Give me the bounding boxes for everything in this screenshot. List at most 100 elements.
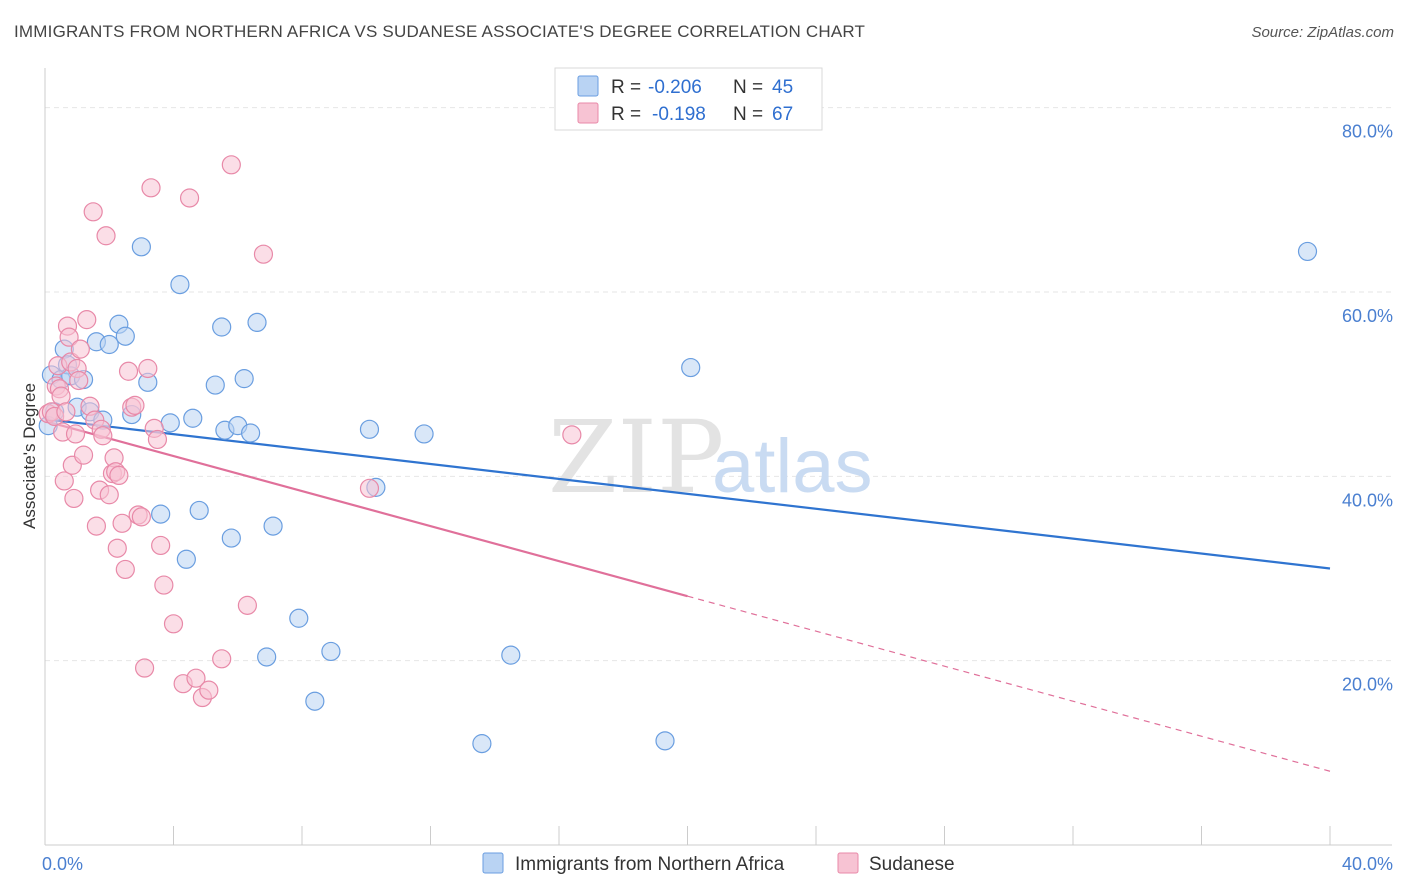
point-northern-africa-44: [1297, 241, 1318, 262]
point-northern-africa-30: [241, 423, 261, 443]
y-tick-label-1: 40.0%: [1342, 490, 1393, 510]
point-sudanese-56: [221, 155, 241, 175]
x-tick-labels: 0.0% 40.0%: [42, 854, 1393, 874]
watermark: ZIP atlas: [548, 399, 873, 516]
point-sudanese-19: [73, 445, 94, 465]
legend-n-value-blue: 45: [772, 77, 793, 98]
point-northern-africa-22: [183, 408, 203, 428]
point-sudanese-39: [125, 395, 145, 415]
point-northern-africa-42: [655, 731, 675, 751]
y-axis-label: Associate's Degree: [20, 383, 39, 529]
point-sudanese-55: [212, 649, 232, 669]
point-sudanese-11: [59, 327, 79, 347]
source-credit: Source: ZipAtlas.com: [1251, 24, 1394, 41]
point-sudanese-46: [147, 429, 168, 450]
point-northern-africa-24: [205, 375, 225, 395]
point-northern-africa-21: [176, 549, 196, 569]
point-northern-africa-25: [212, 317, 232, 337]
point-northern-africa-41: [501, 645, 521, 665]
legend-r-label-pink: R =: [611, 104, 641, 125]
chart-title: IMMIGRANTS FROM NORTHERN AFRICA VS SUDAN…: [14, 22, 866, 41]
point-sudanese-60: [562, 425, 582, 445]
point-northern-africa-34: [289, 608, 309, 628]
legend-r-label-blue: R =: [611, 77, 641, 98]
point-northern-africa-43: [681, 357, 701, 378]
point-northern-africa-16: [131, 237, 151, 257]
legend-bottom-swatch-pink: [837, 852, 859, 874]
legend-top-box: [554, 67, 823, 131]
point-northern-africa-32: [257, 647, 277, 667]
point-sudanese-52: [186, 668, 206, 688]
point-northern-africa-35: [305, 691, 325, 711]
x-tick-label-max: 40.0%: [1342, 854, 1393, 874]
point-northern-africa-40: [472, 734, 492, 754]
point-sudanese-42: [134, 658, 155, 678]
point-sudanese-14: [64, 488, 84, 509]
point-sudanese-15: [65, 424, 86, 444]
legend-swatch-blue: [577, 75, 599, 97]
axes: [44, 68, 1392, 846]
x-tick-label-min: 0.0%: [42, 854, 83, 874]
point-sudanese-41: [131, 507, 151, 527]
point-sudanese-17: [69, 370, 89, 391]
point-sudanese-51: [179, 188, 200, 208]
y-tick-labels: 20.0% 40.0% 60.0% 80.0%: [1342, 122, 1393, 695]
point-northern-africa-12: [99, 334, 119, 355]
point-northern-africa-14: [115, 326, 135, 346]
point-sudanese-8: [54, 471, 74, 491]
point-sudanese-18: [70, 339, 90, 359]
point-sudanese-24: [86, 516, 107, 536]
point-sudanese-36: [115, 559, 135, 580]
watermark-zip: ZIP: [548, 399, 724, 516]
point-northern-africa-39: [414, 424, 434, 444]
point-sudanese-22: [83, 202, 103, 222]
point-sudanese-27: [93, 426, 113, 446]
legend-n-label-pink: N =: [733, 104, 763, 125]
legend-r-value-blue: -0.206: [648, 77, 702, 98]
point-northern-africa-20: [170, 275, 190, 295]
point-sudanese-59: [359, 478, 380, 498]
trend-lines: [44, 418, 1331, 772]
legend-n-value-pink: 67: [772, 104, 793, 125]
point-northern-africa-37: [359, 419, 380, 439]
point-sudanese-47: [151, 535, 171, 556]
legend-r-value-pink: -0.198: [652, 104, 706, 125]
y-tick-label-3: 80.0%: [1342, 122, 1393, 142]
point-northern-africa-29: [234, 369, 254, 389]
point-sudanese-37: [118, 361, 139, 381]
y-tick-label-0: 20.0%: [1342, 675, 1393, 695]
point-northern-africa-36: [321, 641, 341, 662]
legend-swatch-pink: [577, 102, 599, 124]
data-points: [38, 155, 1318, 754]
trend-line-pink: [44, 419, 688, 598]
legend-bottom: Immigrants from Northern Africa Sudanese: [482, 852, 955, 875]
point-northern-africa-33: [263, 516, 283, 536]
point-northern-africa-18: [151, 504, 171, 524]
point-northern-africa-31: [247, 312, 267, 333]
point-northern-africa-27: [221, 528, 241, 548]
point-northern-africa-19: [160, 413, 180, 433]
point-sudanese-57: [237, 595, 257, 615]
point-sudanese-49: [163, 614, 184, 634]
point-sudanese-54: [199, 680, 219, 700]
point-sudanese-35: [112, 513, 132, 533]
watermark-atlas: atlas: [712, 424, 873, 509]
trend-line-pink-extension: [687, 595, 1331, 772]
point-sudanese-29: [99, 485, 119, 505]
point-sudanese-9: [56, 402, 76, 422]
legend-bottom-label-blue: Immigrants from Northern Africa: [515, 854, 785, 875]
point-sudanese-43: [138, 358, 158, 379]
y-tick-label-2: 60.0%: [1342, 306, 1393, 326]
point-sudanese-33: [107, 538, 127, 558]
trend-line-blue: [44, 418, 1331, 570]
legend-bottom-label-pink: Sudanese: [869, 854, 955, 875]
point-sudanese-48: [154, 575, 174, 595]
point-sudanese-44: [141, 178, 161, 198]
point-sudanese-58: [253, 244, 274, 264]
point-sudanese-28: [96, 226, 116, 246]
legend-top: R = -0.206 N = 45 R = -0.198 N = 67: [554, 67, 823, 131]
legend-bottom-swatch-blue: [482, 852, 504, 874]
legend-n-label-blue: N =: [733, 77, 763, 98]
point-northern-africa-23: [189, 500, 209, 521]
